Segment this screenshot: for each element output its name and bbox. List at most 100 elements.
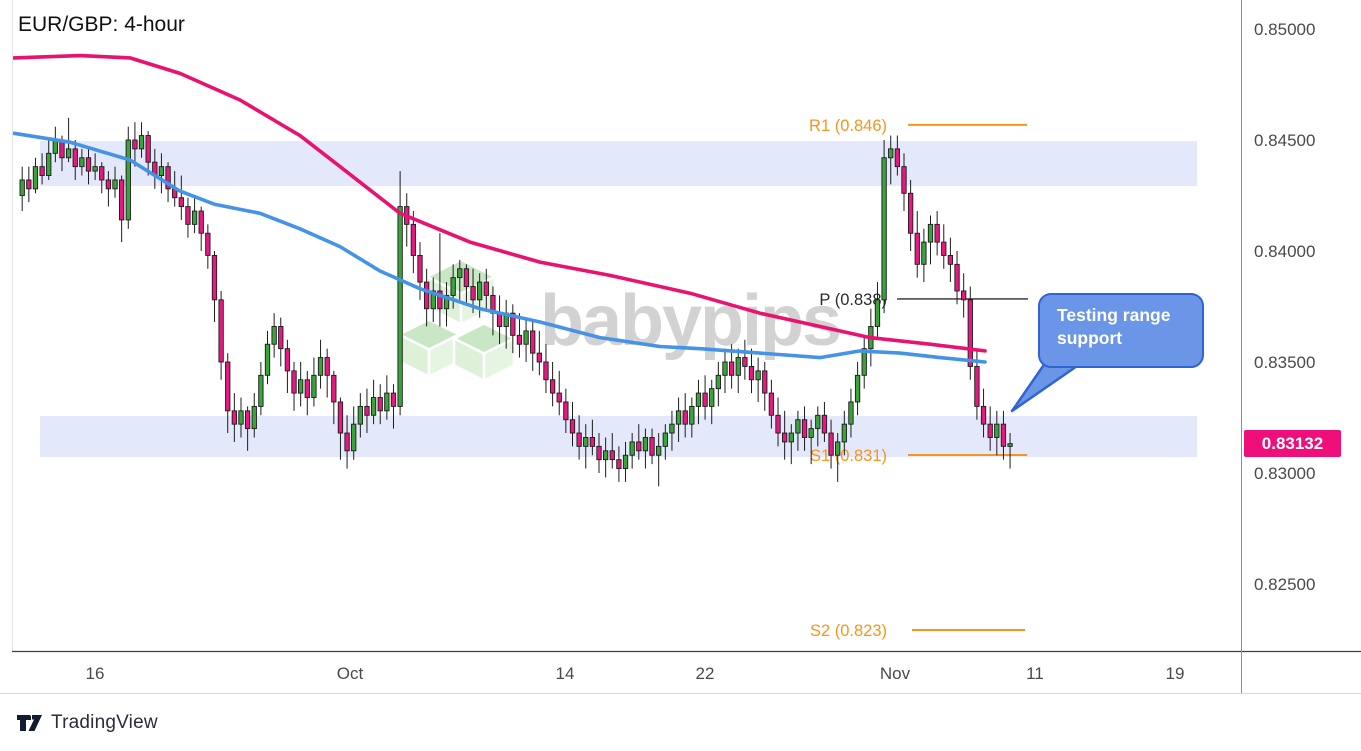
candle: [695, 379, 702, 425]
tradingview-wordmark: TradingView: [51, 712, 158, 733]
candle: [46, 140, 52, 180]
candle: [768, 379, 775, 429]
candle: [205, 224, 211, 269]
candle: [662, 424, 668, 460]
candle: [79, 148, 85, 176]
candle: [775, 397, 781, 447]
candle: [987, 406, 993, 451]
candle: [622, 441, 629, 482]
candle: [921, 228, 927, 283]
time-axis[interactable]: 16 Oct 14 22 Nov 11 19: [86, 664, 1185, 683]
candle: [914, 211, 920, 278]
tradingview-logo[interactable]: TradingView: [16, 711, 158, 735]
candle: [516, 313, 523, 358]
candle: [967, 286, 973, 380]
candle: [815, 406, 821, 447]
candle: [675, 397, 682, 442]
candle: [927, 215, 934, 265]
time-axis-label: Nov: [880, 664, 911, 683]
candle: [961, 273, 967, 318]
candle: [443, 282, 450, 327]
candle: [682, 393, 688, 438]
candle: [907, 179, 914, 251]
candle: [390, 384, 397, 429]
time-axis-label: 11: [1026, 664, 1044, 683]
candle: [808, 419, 814, 465]
pivot-label-s1: S1 (0.831): [810, 447, 887, 465]
callout-text: Testing range support: [1057, 304, 1170, 350]
candle: [118, 175, 125, 243]
candle: [795, 410, 801, 451]
price-axis-label: 0.83500: [1254, 353, 1315, 372]
candle: [191, 197, 198, 234]
candle: [596, 433, 602, 473]
candle: [105, 171, 112, 207]
callout-line-2: support: [1057, 328, 1123, 348]
candle: [748, 348, 755, 394]
candle: [835, 433, 841, 482]
candle: [258, 362, 264, 416]
candle: [616, 446, 622, 482]
candle: [244, 406, 251, 451]
candle: [530, 322, 536, 371]
candle: [178, 175, 184, 220]
price-axis-label: 0.84500: [1254, 131, 1315, 150]
candle: [609, 433, 615, 469]
candle: [881, 140, 887, 314]
candle: [888, 135, 894, 185]
pivot-label-p: P (0.838): [819, 291, 887, 309]
candle: [417, 242, 423, 300]
candle: [762, 362, 768, 411]
candle: [324, 348, 330, 398]
candle: [543, 344, 549, 394]
candle: [629, 433, 635, 469]
candle: [138, 122, 145, 158]
price-axis-label: 0.82500: [1254, 575, 1315, 594]
candle: [649, 428, 655, 465]
last-price-badge: 0.83132: [1244, 430, 1341, 457]
candle: [483, 268, 489, 309]
candlesticks: [19, 117, 1013, 487]
candle: [523, 317, 529, 362]
candle: [65, 117, 72, 163]
candle: [304, 370, 310, 416]
candle: [357, 393, 363, 438]
candle: [397, 171, 403, 416]
candle: [284, 339, 291, 394]
candle: [39, 153, 45, 185]
candle: [589, 419, 596, 456]
babypips-cube-icon: [451, 322, 517, 383]
candle: [19, 166, 25, 212]
candle: [954, 251, 960, 305]
fast-ma-line: [12, 131, 987, 364]
candle: [364, 388, 370, 434]
candle: [702, 375, 708, 420]
candle: [278, 317, 284, 367]
candle: [317, 339, 324, 389]
candle: [291, 362, 297, 411]
callout-testing-range-support: Testing range support: [1038, 293, 1204, 368]
candle: [715, 362, 722, 407]
time-axis-label: 22: [696, 664, 715, 683]
babypips-cube-icon: [396, 318, 462, 379]
candle: [92, 153, 98, 180]
callout-line-1: Testing range: [1057, 305, 1171, 325]
candle: [225, 353, 231, 434]
candle: [722, 348, 728, 394]
candle: [32, 157, 39, 194]
candle: [782, 410, 788, 460]
candle: [185, 197, 191, 238]
price-axis-label: 0.83000: [1254, 464, 1315, 483]
candle: [26, 166, 32, 203]
price-axis-label: 0.84000: [1254, 242, 1315, 261]
candle: [384, 375, 390, 420]
candle: [377, 384, 383, 425]
candle: [874, 282, 881, 340]
candle: [735, 348, 741, 394]
candle: [218, 290, 224, 380]
candle: [788, 424, 794, 465]
price-axis[interactable]: 0.85000 0.84500 0.84000 0.83500 0.83000 0.825…: [1254, 20, 1315, 594]
resistance-zone: [40, 141, 1197, 186]
candle: [861, 335, 867, 389]
